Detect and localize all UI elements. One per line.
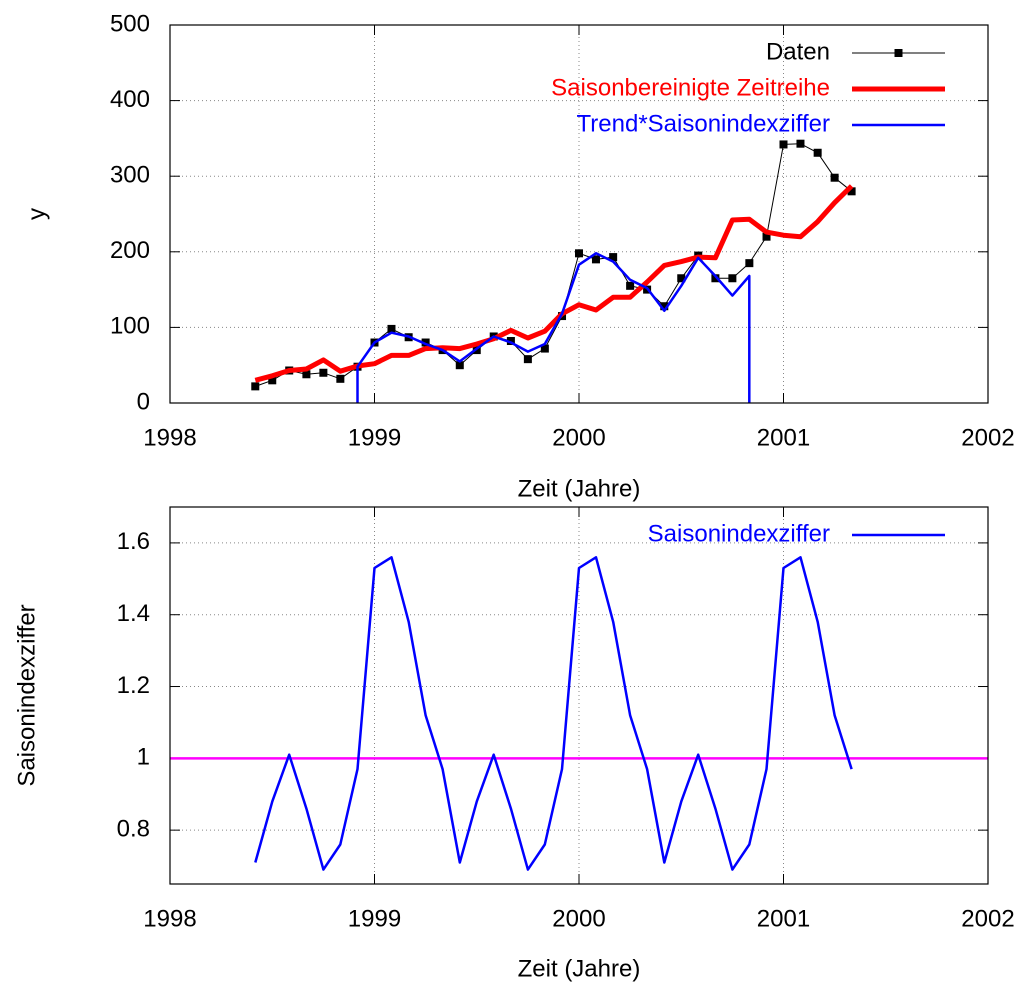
legend-label: Saisonindexziffer [648, 520, 830, 547]
marker [591, 255, 600, 264]
legend-label: Trend*Saisonindexziffer [577, 110, 830, 137]
marker [268, 376, 277, 385]
y-axis-label: Saisonindexziffer [13, 604, 40, 786]
marker [575, 249, 583, 258]
x-tick-label: 2002 [961, 424, 1014, 451]
y-tick-label: 400 [110, 86, 150, 113]
x-axis-label: Zeit (Jahre) [518, 955, 641, 982]
marker [813, 148, 822, 157]
marker [711, 274, 720, 283]
y-tick-label: 100 [110, 313, 150, 340]
marker [626, 281, 635, 290]
x-tick-label: 2001 [757, 424, 810, 451]
x-tick-label: 1998 [143, 905, 196, 932]
x-tick-label: 1999 [348, 905, 401, 932]
marker [302, 370, 311, 379]
legend-marker [894, 49, 903, 57]
marker [745, 259, 754, 268]
marker [830, 173, 839, 182]
series-line [254, 556, 853, 871]
y-tick-label: 200 [110, 237, 150, 264]
y-tick-label: 1.6 [117, 528, 150, 555]
y-tick-label: 0 [137, 388, 150, 415]
marker [319, 368, 328, 377]
legend-label: Daten [766, 38, 830, 65]
marker [251, 382, 260, 391]
marker [506, 337, 515, 346]
marker [779, 140, 788, 149]
y-tick-label: 1 [137, 744, 150, 771]
marker [523, 355, 532, 364]
plot-frame [169, 506, 989, 885]
marker [796, 139, 805, 148]
y-tick-label: 1.2 [117, 672, 150, 699]
x-tick-label: 2000 [552, 905, 605, 932]
marker [677, 274, 686, 283]
x-tick-label: 2002 [961, 905, 1014, 932]
series-line [255, 143, 852, 387]
marker [387, 324, 396, 333]
marker [455, 361, 464, 370]
marker [609, 253, 618, 262]
x-tick-label: 1998 [143, 424, 196, 451]
series-line [254, 184, 854, 383]
x-tick-label: 2000 [552, 424, 605, 451]
marker [336, 374, 345, 383]
y-tick-label: 1.4 [117, 600, 150, 627]
marker [421, 338, 430, 347]
y-tick-label: 300 [110, 162, 150, 189]
y-tick-label: 0.8 [117, 815, 150, 842]
series-line [356, 252, 751, 403]
marker [847, 187, 856, 196]
legend-label: Saisonbereinigte Zeitreihe [551, 74, 830, 101]
marker [540, 344, 549, 353]
marker [728, 274, 737, 283]
marker [660, 302, 669, 311]
x-tick-label: 1999 [348, 424, 401, 451]
y-axis-label: y [23, 208, 50, 220]
marker [762, 232, 771, 241]
y-tick-label: 500 [110, 10, 150, 37]
x-tick-label: 2001 [757, 905, 810, 932]
x-axis-label: Zeit (Jahre) [518, 475, 641, 502]
plot-frame [169, 24, 989, 404]
